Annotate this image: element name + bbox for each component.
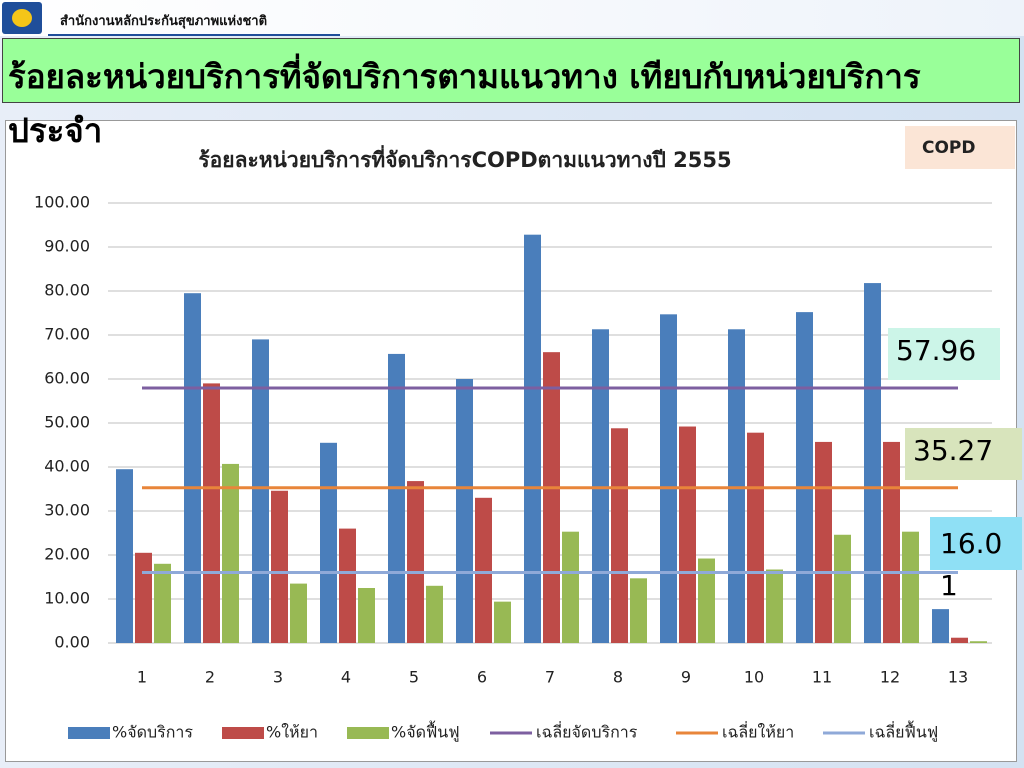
x-tick-label: 1 — [137, 668, 147, 687]
y-tick-label: 10.00 — [44, 589, 90, 608]
bar — [358, 588, 375, 643]
x-tick-label: 9 — [681, 668, 691, 687]
y-tick-label: 40.00 — [44, 457, 90, 476]
bar — [698, 558, 715, 643]
chart-panel — [5, 120, 1017, 762]
legend-swatch — [222, 727, 264, 739]
y-tick-label: 80.00 — [44, 281, 90, 300]
logo — [2, 2, 42, 34]
bar — [864, 283, 881, 643]
legend-label: %จัดฟื้นฟู — [391, 721, 460, 743]
legend-label: %ให้ยา — [266, 723, 318, 742]
bar — [320, 442, 337, 643]
x-tick-label: 12 — [880, 668, 900, 687]
bar — [426, 585, 443, 643]
x-tick-label: 7 — [545, 668, 555, 687]
bar — [834, 534, 851, 643]
bar — [766, 569, 783, 643]
top-bar: สำนักงานหลักประกันสุขภาพแห่งชาติ — [0, 0, 1024, 36]
legend-label: เฉลี่ยให้ยา — [722, 721, 794, 742]
bar — [475, 497, 492, 643]
y-tick-label: 90.00 — [44, 237, 90, 256]
bar — [135, 552, 152, 643]
legend-label: เฉลี่ยฟื้นฟู — [869, 721, 938, 743]
bar — [271, 490, 288, 643]
bar — [630, 578, 647, 643]
slide-title: ร้อยละหน่วยบริการที่จัดบริการตามแนวทาง เ… — [8, 57, 921, 150]
bar — [747, 432, 764, 643]
bar — [883, 441, 900, 643]
legend-swatch — [347, 727, 389, 739]
bar — [932, 609, 949, 643]
y-tick-label: 30.00 — [44, 501, 90, 520]
bar — [252, 339, 269, 643]
badge-box — [905, 126, 1015, 169]
y-tick-label: 0.00 — [54, 633, 90, 652]
bar — [815, 441, 832, 643]
bar — [562, 531, 579, 643]
title-box — [2, 38, 1020, 103]
bar — [203, 383, 220, 643]
bar — [951, 637, 968, 643]
x-tick-label: 13 — [948, 668, 968, 687]
bar — [796, 312, 813, 643]
bar — [407, 481, 424, 643]
x-tick-label: 5 — [409, 668, 419, 687]
bar — [902, 531, 919, 643]
organization: สำนักงานหลักประกันสุขภาพแห่งชาติ — [60, 14, 268, 29]
bar — [970, 641, 987, 643]
y-tick-label: 70.00 — [44, 325, 90, 344]
x-tick-label: 4 — [341, 668, 351, 687]
y-tick-label: 60.00 — [44, 369, 90, 388]
y-tick-label: 50.00 — [44, 413, 90, 432]
x-tick-label: 10 — [744, 668, 764, 687]
y-tick-label: 100.00 — [34, 193, 90, 212]
x-tick-label: 6 — [477, 668, 487, 687]
x-tick-label: 11 — [812, 668, 832, 687]
bar — [184, 293, 201, 643]
bar — [679, 426, 696, 643]
bar — [592, 329, 609, 643]
header-rule — [48, 34, 340, 36]
x-tick-label: 8 — [613, 668, 623, 687]
bar — [456, 379, 473, 643]
bar — [660, 314, 677, 643]
bar — [154, 563, 171, 643]
bar — [728, 329, 745, 643]
bar — [116, 469, 133, 643]
bar — [524, 234, 541, 643]
chart-title: ร้อยละหน่วยบริการที่จัดบริการCOPDตามแนวท… — [198, 144, 731, 172]
legend-label: %จัดบริการ — [112, 723, 193, 742]
legend-label: เฉลี่ยจัดบริการ — [536, 721, 638, 742]
badge: COPD — [922, 138, 976, 158]
bar — [290, 583, 307, 643]
bar — [543, 352, 560, 643]
average-label: 35.27 — [905, 428, 1022, 480]
bar — [494, 601, 511, 643]
bar — [388, 353, 405, 643]
bar — [222, 463, 239, 643]
bar — [611, 428, 628, 643]
x-tick-label: 2 — [205, 668, 215, 687]
y-tick-label: 20.00 — [44, 545, 90, 564]
average-label: 16.01 — [930, 517, 1022, 602]
bar — [339, 528, 356, 643]
average-label: 57.96 — [888, 328, 1000, 380]
legend-swatch — [68, 727, 110, 739]
x-tick-label: 3 — [273, 668, 283, 687]
